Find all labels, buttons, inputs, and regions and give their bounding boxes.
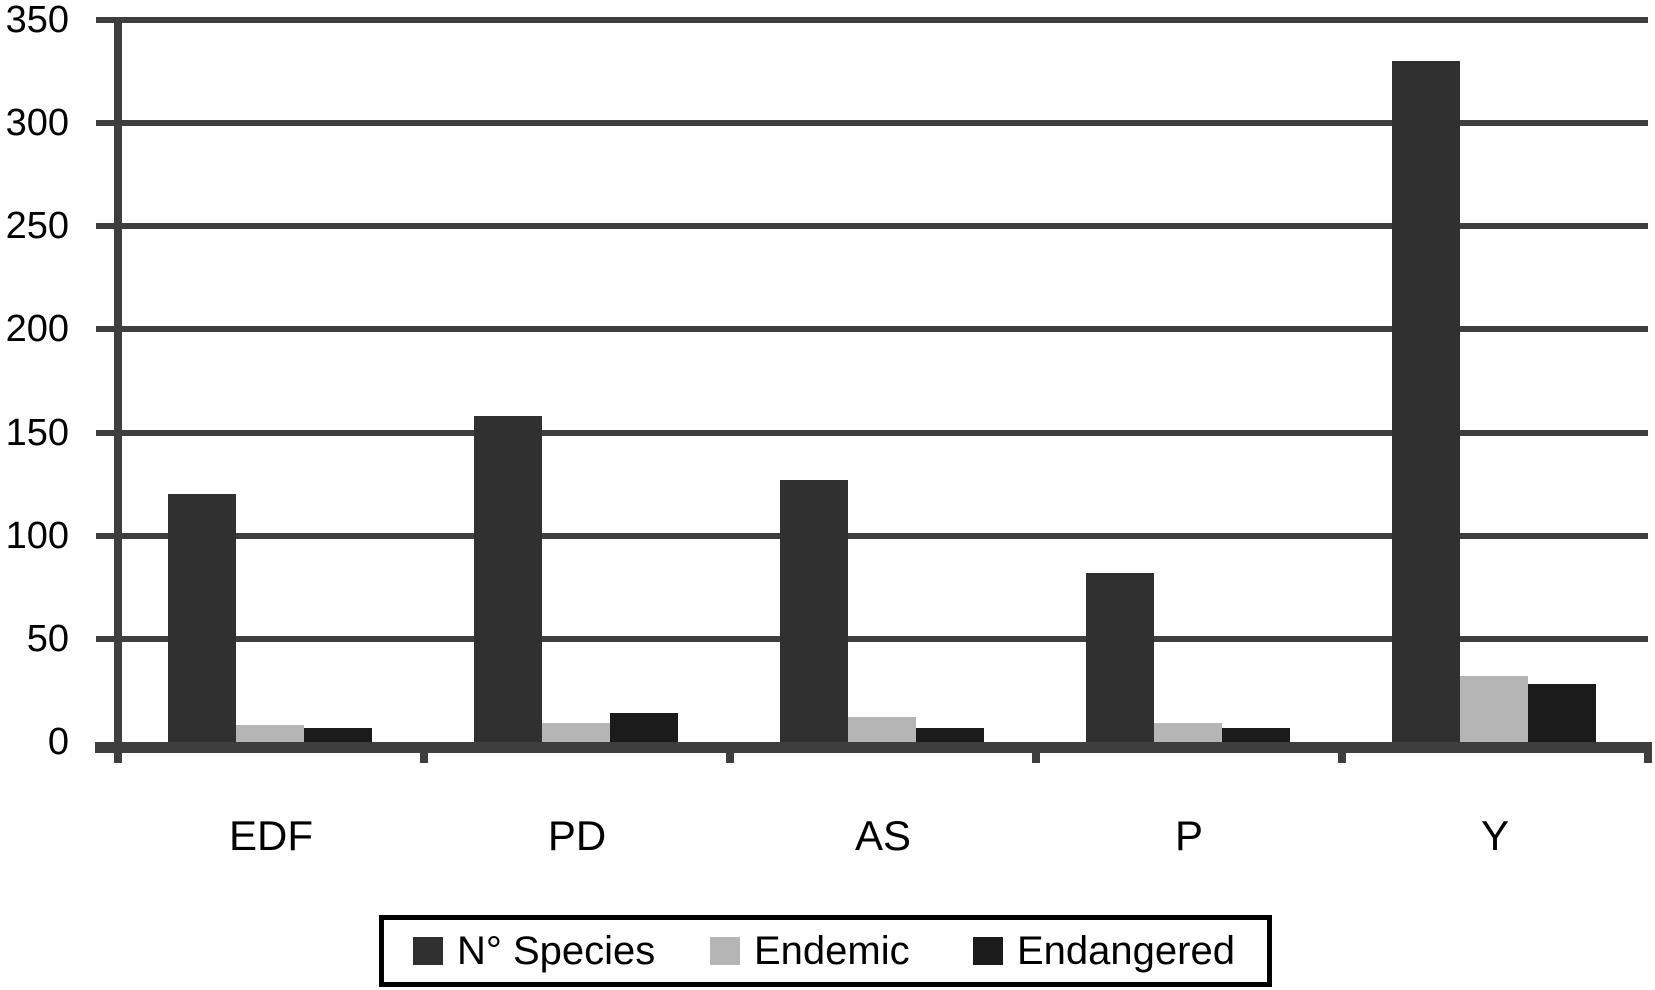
y-axis-tick-label: 250 — [5, 205, 69, 248]
x-axis-category-label: AS — [854, 812, 912, 859]
bar-n-species-p — [1086, 573, 1154, 742]
x-axis-category-label: EDF — [229, 812, 313, 859]
x-axis-tick — [1644, 742, 1652, 763]
y-axis-tick-label: 300 — [5, 102, 69, 145]
legend-label: Endangered — [1017, 929, 1235, 973]
legend-swatch-endangered — [973, 937, 1003, 965]
x-axis-category-label: P — [1174, 812, 1203, 859]
bar-n-species-pd — [474, 416, 542, 742]
bar-endemic-y — [1460, 676, 1528, 742]
gridline — [96, 326, 1648, 333]
bar-endangered-p — [1222, 728, 1290, 742]
legend-entry: Endangered — [973, 920, 1235, 982]
bar-endangered-edf — [304, 728, 372, 742]
bar-endemic-p — [1154, 723, 1222, 742]
bar-endangered-as — [916, 728, 984, 742]
bar-n-species-y — [1392, 61, 1460, 742]
legend-label: N° Species — [457, 929, 656, 973]
bar-endemic-as — [848, 717, 916, 742]
x-axis-tick — [420, 742, 428, 763]
x-axis-tick — [1338, 742, 1346, 763]
y-axis-tick-label: 350 — [5, 0, 69, 41]
x-axis-line — [95, 742, 1652, 753]
x-axis-tick — [114, 742, 122, 763]
bar-endemic-pd — [542, 723, 610, 742]
bar-n-species-as — [780, 480, 848, 742]
legend-label: Endemic — [754, 929, 910, 973]
bar-endangered-pd — [610, 713, 678, 742]
gridline — [96, 223, 1648, 230]
bar-endangered-y — [1528, 684, 1596, 742]
gridline — [96, 532, 1648, 539]
y-axis-line — [114, 17, 122, 763]
y-axis-tick-label: 150 — [5, 411, 69, 454]
legend-entry: N° Species — [413, 920, 655, 982]
legend-swatch-n-species — [413, 937, 443, 965]
gridline — [96, 17, 1648, 23]
gridline — [96, 120, 1648, 127]
legend-entry: Endemic — [710, 920, 910, 982]
legend-swatch-endemic — [710, 937, 740, 965]
x-axis-tick — [1032, 742, 1040, 763]
x-axis-tick — [726, 742, 734, 763]
bar-endemic-edf — [236, 725, 304, 742]
gridline — [96, 429, 1648, 436]
bar-n-species-edf — [168, 494, 236, 742]
y-axis-tick-label: 100 — [5, 514, 69, 557]
y-axis-tick-label: 200 — [5, 308, 69, 351]
x-axis-category-label: Y — [1480, 812, 1509, 859]
y-axis-tick-label: 50 — [26, 617, 69, 660]
legend: N° Species Endemic Endangered — [379, 915, 1272, 987]
x-axis-category-label: PD — [547, 812, 607, 859]
y-axis-tick-label: 0 — [47, 721, 69, 763]
gridline — [96, 635, 1648, 642]
